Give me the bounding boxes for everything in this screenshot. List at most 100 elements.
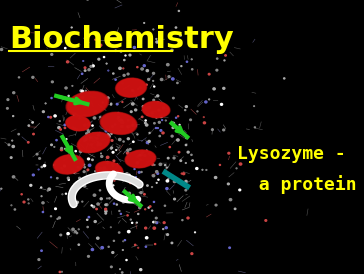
Circle shape (177, 139, 179, 141)
Circle shape (120, 213, 122, 214)
Ellipse shape (55, 156, 83, 173)
Circle shape (148, 107, 150, 109)
Circle shape (99, 143, 101, 145)
Circle shape (106, 204, 108, 206)
Circle shape (148, 78, 150, 80)
Ellipse shape (54, 155, 83, 174)
Circle shape (88, 69, 90, 71)
Circle shape (70, 192, 72, 193)
Circle shape (115, 50, 116, 52)
Circle shape (219, 164, 221, 165)
Circle shape (87, 219, 88, 220)
Circle shape (191, 154, 192, 155)
Circle shape (185, 189, 187, 191)
Circle shape (78, 229, 79, 230)
Circle shape (148, 141, 150, 142)
Circle shape (240, 163, 242, 165)
Circle shape (43, 165, 46, 167)
Circle shape (92, 125, 93, 126)
Circle shape (145, 209, 146, 210)
Circle shape (173, 157, 175, 159)
Circle shape (165, 120, 166, 121)
Circle shape (146, 70, 149, 72)
Circle shape (120, 121, 123, 122)
Circle shape (127, 152, 129, 154)
Circle shape (153, 227, 155, 229)
Circle shape (139, 42, 140, 43)
Ellipse shape (116, 79, 146, 97)
Circle shape (132, 90, 134, 91)
Ellipse shape (79, 133, 108, 152)
Circle shape (87, 101, 88, 102)
Circle shape (87, 158, 90, 160)
Circle shape (173, 97, 174, 99)
Circle shape (134, 198, 136, 200)
Circle shape (105, 131, 106, 132)
Circle shape (157, 95, 159, 97)
Circle shape (168, 76, 170, 78)
Circle shape (142, 152, 143, 153)
Circle shape (51, 53, 53, 55)
Circle shape (60, 41, 62, 42)
Circle shape (178, 152, 180, 153)
Circle shape (186, 137, 188, 139)
Circle shape (144, 194, 145, 195)
Circle shape (133, 122, 134, 124)
Circle shape (83, 185, 86, 187)
Circle shape (76, 182, 78, 184)
Ellipse shape (115, 78, 147, 97)
Circle shape (128, 192, 130, 195)
Circle shape (32, 174, 34, 176)
Circle shape (119, 232, 120, 233)
Circle shape (72, 153, 73, 154)
Circle shape (12, 176, 15, 178)
Circle shape (187, 151, 189, 153)
Circle shape (95, 111, 97, 113)
Circle shape (19, 77, 20, 78)
Circle shape (205, 101, 207, 103)
Circle shape (124, 240, 126, 241)
Circle shape (135, 109, 137, 111)
Circle shape (154, 122, 155, 124)
Circle shape (85, 139, 86, 141)
Circle shape (123, 141, 124, 142)
Circle shape (119, 210, 120, 212)
Circle shape (171, 135, 173, 137)
Circle shape (106, 156, 109, 158)
Circle shape (138, 187, 139, 189)
Circle shape (82, 73, 83, 74)
Circle shape (33, 133, 34, 135)
Circle shape (165, 165, 166, 166)
Circle shape (79, 150, 82, 152)
Text: Biochemistry: Biochemistry (9, 25, 234, 54)
Circle shape (84, 67, 86, 68)
Circle shape (145, 108, 147, 110)
Circle shape (119, 67, 121, 69)
Circle shape (99, 44, 102, 46)
Circle shape (138, 247, 139, 248)
Circle shape (75, 151, 76, 152)
Circle shape (32, 76, 34, 78)
Circle shape (87, 129, 89, 130)
Ellipse shape (101, 113, 136, 134)
Circle shape (88, 216, 90, 218)
Circle shape (144, 155, 146, 156)
Circle shape (127, 230, 130, 233)
Circle shape (126, 173, 128, 175)
Circle shape (155, 127, 157, 129)
Ellipse shape (68, 93, 107, 116)
Circle shape (142, 98, 144, 100)
Circle shape (138, 172, 140, 173)
Ellipse shape (102, 113, 135, 133)
Circle shape (74, 195, 75, 196)
Circle shape (135, 244, 136, 246)
Circle shape (51, 81, 53, 83)
Circle shape (43, 111, 44, 113)
Circle shape (142, 116, 143, 118)
Circle shape (174, 198, 175, 200)
Circle shape (56, 139, 57, 141)
Circle shape (74, 190, 75, 191)
Circle shape (96, 209, 97, 210)
Circle shape (181, 173, 182, 174)
Circle shape (165, 227, 167, 229)
